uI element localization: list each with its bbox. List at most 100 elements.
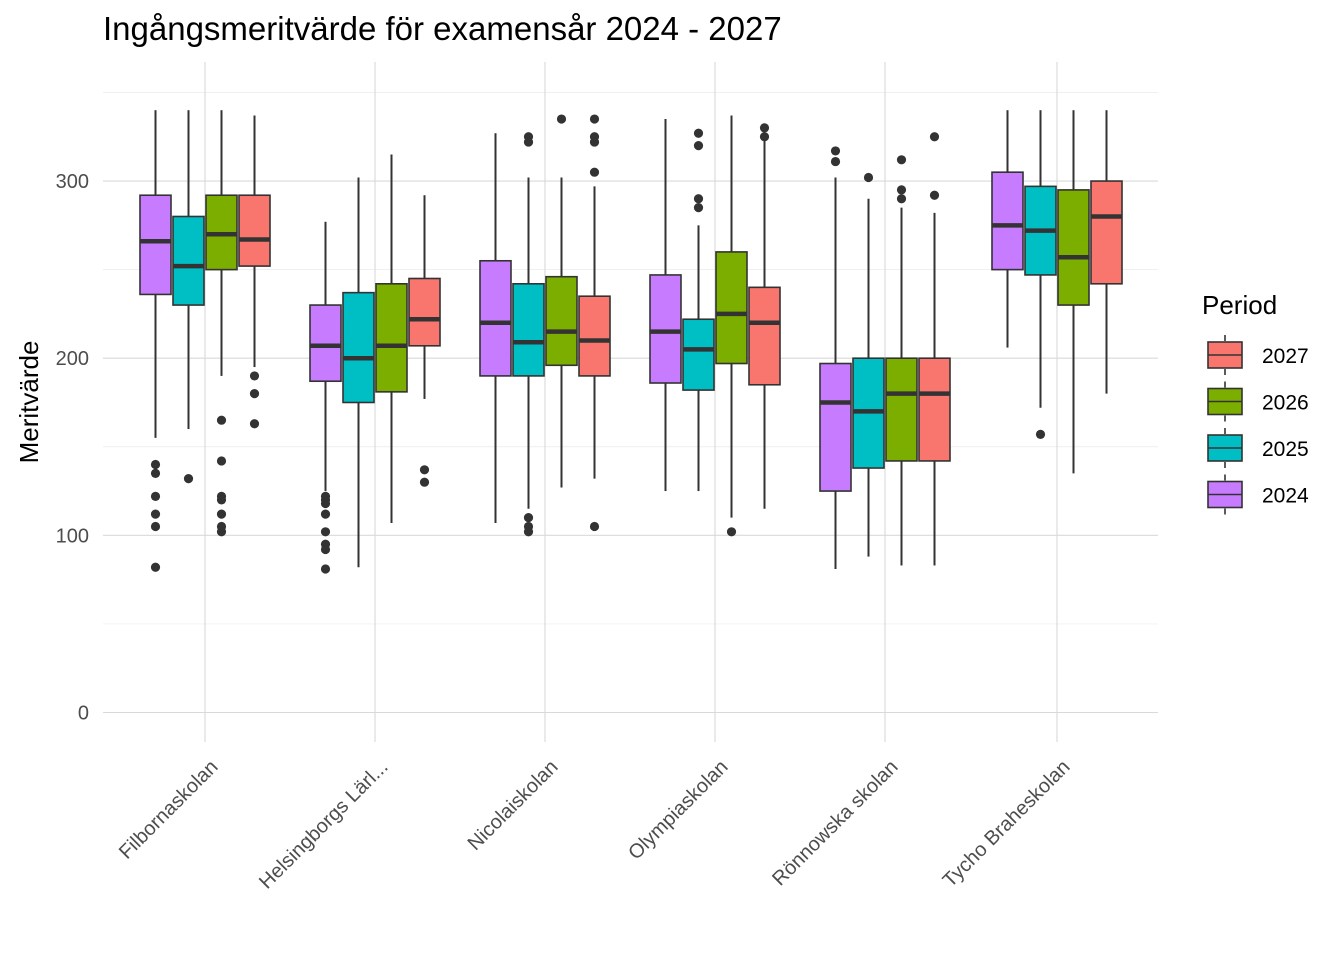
legend-label: 2026 — [1262, 392, 1309, 415]
box-group-4 — [819, 132, 951, 570]
outlier-point — [693, 194, 704, 204]
outlier-point — [216, 527, 227, 537]
box-2027 — [748, 286, 781, 386]
legend-title: Period — [1202, 290, 1277, 320]
outlier-point — [150, 491, 161, 501]
outlier-point — [419, 477, 430, 487]
y-axis-ticks: 0 100 200 300 — [56, 171, 89, 724]
outlier-point — [1035, 429, 1046, 439]
box-2024 — [309, 304, 342, 383]
x-tick-label: Nicolaiskolan — [464, 756, 563, 855]
outlier-point — [249, 371, 260, 381]
outlier-point — [320, 564, 331, 574]
outlier-point — [150, 562, 161, 572]
outlier-point — [556, 114, 567, 124]
x-tick-label: Helsingborgs Lärl... — [255, 756, 392, 893]
y-axis-title: Meritvärde — [14, 341, 44, 464]
outlier-point — [863, 172, 874, 183]
box-2025 — [682, 318, 715, 391]
box-2024 — [479, 259, 512, 377]
outlier-point — [523, 527, 534, 537]
legend: Period 2027 2026 2025 2024 — [1202, 290, 1309, 515]
box-2027 — [918, 357, 951, 462]
y-tick-label: 100 — [56, 525, 89, 547]
box-2026 — [375, 282, 408, 393]
box-2025 — [512, 282, 545, 377]
legend-label: 2024 — [1262, 485, 1309, 508]
outlier-point — [693, 141, 704, 151]
outlier-point — [589, 137, 600, 147]
legend-label: 2027 — [1262, 345, 1309, 368]
box-2027 — [1090, 180, 1123, 285]
outlier-point — [896, 185, 907, 195]
box-2025 — [172, 215, 205, 306]
box-series — [139, 110, 1123, 574]
outlier-point — [759, 132, 770, 142]
box-group-2 — [479, 114, 611, 537]
outlier-point — [693, 203, 704, 213]
outlier-point — [929, 132, 940, 142]
outlier-point — [249, 419, 260, 429]
outlier-point — [759, 123, 770, 133]
outlier-point — [150, 509, 161, 519]
box-2026 — [545, 275, 578, 367]
outlier-point — [589, 521, 600, 532]
outlier-point — [830, 146, 841, 156]
outlier-point — [896, 155, 907, 165]
box-group-3 — [649, 115, 781, 537]
box-2026 — [885, 357, 918, 462]
legend-item-2025: 2025 — [1207, 428, 1309, 468]
x-tick-label: Rönnowska skolan — [768, 756, 902, 890]
box-2027 — [578, 295, 611, 377]
outlier-point — [320, 498, 331, 509]
box-2025 — [342, 291, 375, 404]
outlier-point — [150, 521, 161, 532]
legend-item-2024: 2024 — [1207, 474, 1309, 515]
outlier-point — [320, 509, 331, 519]
outlier-point — [896, 194, 907, 204]
outlier-point — [150, 459, 161, 470]
outlier-point — [589, 167, 600, 177]
y-tick-label: 0 — [78, 703, 89, 725]
legend-item-2026: 2026 — [1207, 381, 1309, 422]
chart-title: Ingångsmeritvärde för examensår 2024 - 2… — [103, 10, 782, 47]
x-tick-label: Filbornaskolan — [115, 756, 223, 864]
box-2024 — [139, 194, 172, 296]
outlier-point — [249, 389, 260, 399]
grid-lines — [103, 62, 1158, 742]
outlier-point — [320, 544, 331, 555]
legend-label: 2025 — [1262, 438, 1309, 461]
box-2027 — [408, 277, 441, 347]
outlier-point — [183, 474, 194, 484]
box-2024 — [991, 171, 1024, 271]
outlier-point — [216, 509, 227, 519]
outlier-point — [320, 527, 331, 537]
box-group-0 — [139, 110, 271, 572]
outlier-point — [929, 190, 940, 200]
box-2024 — [649, 274, 682, 384]
y-tick-label: 300 — [56, 171, 89, 193]
outlier-point — [523, 137, 534, 147]
x-tick-label: Tycho Braheskolan — [939, 756, 1075, 892]
box-2027 — [238, 194, 271, 267]
box-2024 — [819, 362, 852, 492]
box-2026 — [1057, 189, 1090, 306]
outlier-point — [830, 156, 841, 167]
outlier-point — [216, 415, 227, 425]
outlier-point — [726, 527, 737, 537]
x-axis-ticks: Filbornaskolan Helsingborgs Lärl... Nicola… — [115, 756, 1075, 893]
box-2026 — [715, 251, 748, 365]
legend-item-2027: 2027 — [1207, 335, 1309, 375]
x-tick-label: Olympiaskolan — [624, 756, 732, 864]
outlier-point — [589, 114, 600, 124]
outlier-point — [150, 468, 161, 478]
y-tick-label: 200 — [56, 348, 89, 370]
outlier-point — [693, 128, 704, 138]
outlier-point — [523, 513, 534, 523]
box-group-1 — [309, 154, 441, 574]
outlier-point — [216, 456, 227, 466]
outlier-point — [216, 495, 227, 505]
box-group-5 — [991, 110, 1123, 474]
outlier-point — [419, 465, 430, 475]
